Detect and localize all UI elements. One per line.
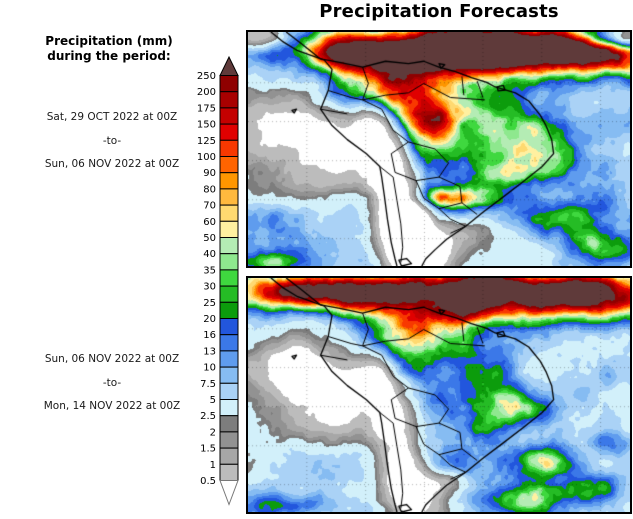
scale-cell <box>219 237 239 255</box>
scale-cell <box>219 123 239 141</box>
scale-cell <box>219 334 239 352</box>
scale-cell <box>219 382 239 400</box>
scale-cell <box>219 447 239 465</box>
period-bottom-start: Sun, 06 NOV 2022 at 00Z <box>44 353 180 365</box>
scale-cell <box>219 204 239 222</box>
scale-tick-label: 2 <box>210 427 216 438</box>
scale-cell <box>219 318 239 336</box>
period-bottom-end: Mon, 14 NOV 2022 at 00Z <box>43 400 181 412</box>
scale-cell <box>219 139 239 158</box>
scale-tick-label: 150 <box>197 120 216 131</box>
scale-cell <box>219 301 239 320</box>
scale-cell <box>219 415 239 433</box>
scale-tick-label: 16 <box>203 330 216 341</box>
scale-tick-label: 100 <box>197 152 216 163</box>
scale-cell <box>219 269 239 287</box>
period-top-separator: -to- <box>102 134 122 147</box>
scale-cell <box>219 75 239 93</box>
scale-tick-label: 250 <box>197 71 216 82</box>
scale-tick-label: 30 <box>203 282 216 293</box>
scale-tick-label: 2.5 <box>200 411 216 422</box>
scale-tick-label: 5 <box>210 395 216 406</box>
legend-heading: Precipitation (mm) during the period: <box>0 34 218 64</box>
scale-tick-label: 20 <box>203 314 216 325</box>
precipitation-color-scale: 250 200 175 150 125 100 90 80 70 60 50 40 35 30 25 20 16… <box>182 55 242 510</box>
scale-tick-label: 7.5 <box>200 379 216 390</box>
scale-cell <box>219 399 239 417</box>
scale-cell <box>219 431 239 449</box>
scale-cell <box>219 91 239 109</box>
scale-arrow-above-max <box>219 55 239 76</box>
scale-cell <box>219 285 239 303</box>
precip-map-canvas-top <box>248 32 630 266</box>
scale-tick-label: 60 <box>203 217 216 228</box>
scale-tick-label: 125 <box>197 136 216 147</box>
scale-cell <box>219 350 239 368</box>
legend-heading-line2: during the period: <box>47 49 171 63</box>
scale-tick-label: 13 <box>203 346 216 357</box>
scale-tick-label: 25 <box>203 298 216 309</box>
precip-map-canvas-bottom <box>248 278 630 512</box>
legend-heading-line1: Precipitation (mm) <box>45 34 173 48</box>
scale-tick-label: 1.5 <box>200 444 216 455</box>
page-title: Precipitation Forecasts <box>319 1 559 22</box>
period-top-end: Sun, 06 NOV 2022 at 00Z <box>44 158 180 170</box>
scale-tick-label: 40 <box>203 249 216 260</box>
scale-cell <box>219 107 239 125</box>
scale-tick-label: 10 <box>203 363 216 374</box>
scale-cell <box>219 220 239 239</box>
scale-tick-label: 80 <box>203 184 216 195</box>
scale-cell <box>219 366 239 384</box>
period-bottom-separator: -to- <box>102 376 122 389</box>
map-panel-top <box>246 30 632 268</box>
scale-tick-label: 175 <box>197 103 216 114</box>
scale-cell <box>219 172 239 190</box>
scale-cell <box>219 188 239 206</box>
period-label-top: Sat, 29 OCT 2022 at 00Z -to- Sun, 06 NOV… <box>0 106 224 177</box>
scale-arrow-below-min <box>219 480 239 506</box>
scale-tick-label: 35 <box>203 265 216 276</box>
period-top-start: Sat, 29 OCT 2022 at 00Z <box>46 111 178 123</box>
scale-tick-label: 0.5 <box>200 476 216 487</box>
scale-cell <box>219 253 239 271</box>
scale-tick-label: 50 <box>203 233 216 244</box>
scale-tick-label: 200 <box>197 87 216 98</box>
scale-tick-label: 90 <box>203 168 216 179</box>
color-scale-svg: 2502001751501251009080706050403530252016… <box>197 55 239 506</box>
period-label-bottom: Sun, 06 NOV 2022 at 00Z -to- Mon, 14 NOV… <box>0 348 224 419</box>
scale-tick-label: 1 <box>210 460 216 471</box>
scale-cell <box>219 463 239 481</box>
scale-tick-label: 70 <box>203 201 216 212</box>
map-panel-bottom <box>246 276 632 514</box>
scale-cell <box>219 156 239 174</box>
